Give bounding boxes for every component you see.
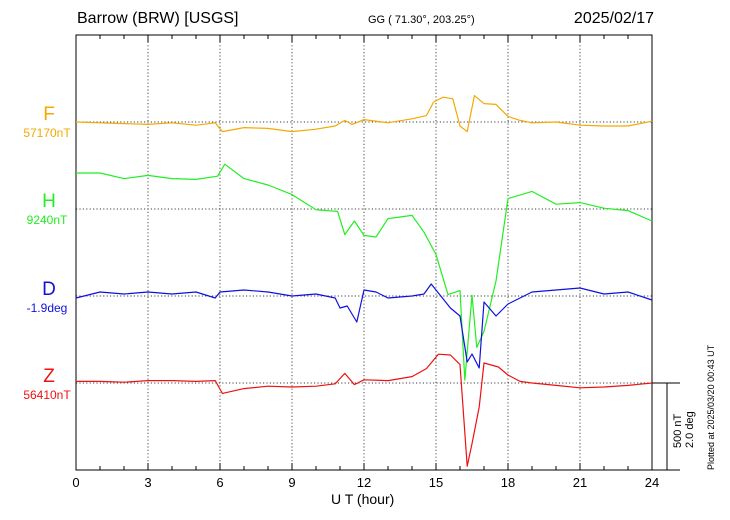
x-tick-label: 24 — [645, 475, 659, 490]
series-label-h: H — [42, 191, 56, 212]
series-line-h — [76, 163, 653, 381]
series-label-d: D — [42, 279, 56, 300]
series-label-f: F — [43, 104, 55, 125]
station-title: Barrow (BRW) [USGS] — [77, 10, 239, 27]
chart-traces — [75, 94, 653, 467]
plot-date: 2025/02/17 — [573, 10, 654, 27]
plotted-timestamp: Plotted at 2025/03/20 00:43 UT — [706, 344, 716, 470]
geographic-coordinates: GG ( 71.30°, 203.25°) — [368, 14, 475, 26]
x-tick-label: 12 — [357, 475, 371, 490]
series-line-f — [75, 94, 653, 133]
x-axis-label: U T (hour) — [331, 491, 395, 507]
scale-bar — [652, 382, 680, 471]
chart-grid — [75, 34, 653, 471]
x-tick-label: 3 — [144, 475, 151, 490]
x-tick-label: 0 — [72, 475, 79, 490]
series-line-z — [76, 353, 653, 467]
series-label-z: Z — [43, 366, 55, 387]
series-baseline-d: -1.9deg — [26, 301, 68, 315]
scale-bar-deg: 2.0 deg — [684, 411, 696, 448]
scale-bar-label: 500 nT 2.0 deg — [672, 411, 696, 448]
x-tick-label: 21 — [573, 475, 587, 490]
series-baseline-h: 9240nT — [26, 213, 68, 227]
x-axis: 0 3 6 9 12 15 18 21 24 — [72, 35, 659, 490]
scale-bar-nt: 500 nT — [672, 413, 684, 448]
x-tick-label: 6 — [216, 475, 223, 490]
series-baseline-z: 56410nT — [23, 388, 71, 402]
x-tick-label: 15 — [429, 475, 443, 490]
x-tick-label: 18 — [501, 475, 515, 490]
series-baseline-f: 57170nT — [23, 126, 71, 140]
series-line-d — [75, 283, 653, 369]
x-tick-label: 9 — [288, 475, 295, 490]
